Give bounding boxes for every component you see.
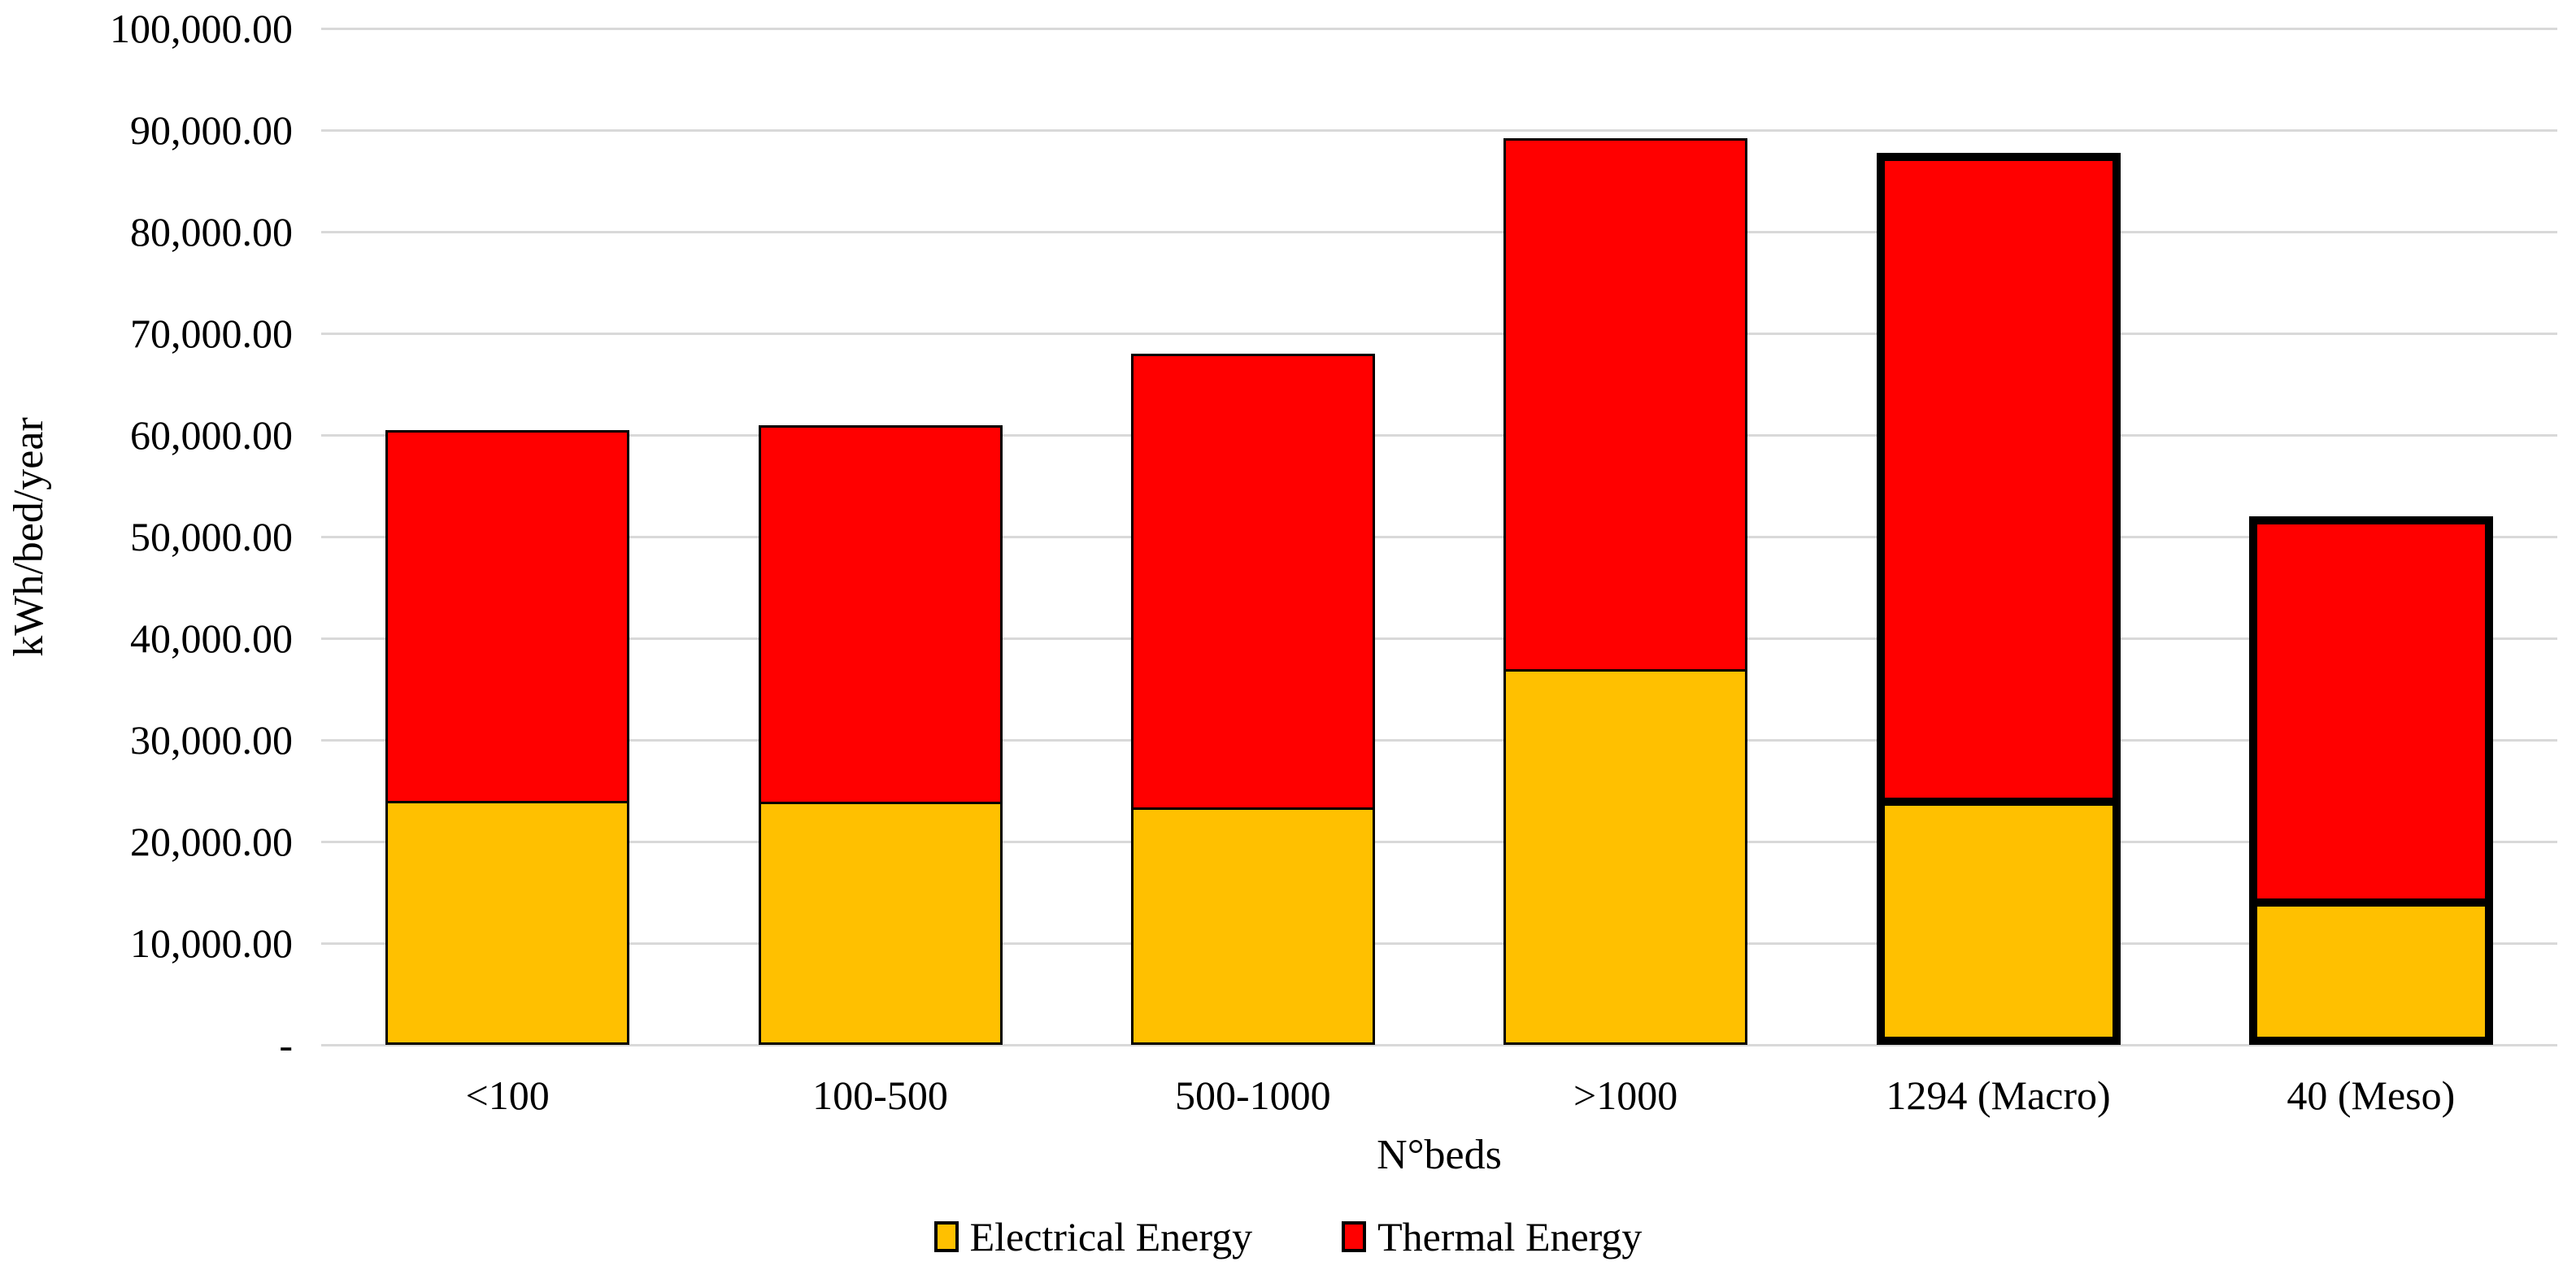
legend-swatch-electrical-energy (933, 1221, 959, 1252)
gridline (321, 536, 2557, 538)
y-axis-tick-label: 50,000.00 (130, 514, 293, 559)
bar-segment-thermal-energy (385, 429, 630, 801)
bar-segment-thermal-energy (2248, 516, 2493, 898)
y-axis-tick-label: 100,000.00 (110, 6, 293, 51)
legend-swatch-thermal-energy (1342, 1221, 1367, 1252)
gridline (321, 129, 2557, 132)
gridline (321, 637, 2557, 640)
y-axis-tick-label: 30,000.00 (130, 717, 293, 763)
bar-segment-thermal-energy (1876, 152, 2121, 798)
gridline (321, 231, 2557, 233)
x-axis-tick-label: <100 (465, 1072, 550, 1118)
x-axis-title: N°beds (1377, 1132, 1502, 1178)
y-axis-tick-label: 80,000.00 (130, 209, 293, 254)
bar-segment-electrical-energy (1876, 798, 2121, 1045)
y-axis-tick-label: 90,000.00 (130, 107, 293, 153)
legend: Electrical Energy Thermal Energy (0, 1213, 2576, 1260)
y-axis-tick-label: 60,000.00 (130, 412, 293, 458)
plot-area (321, 28, 2557, 1046)
bar-segment-thermal-energy (1503, 138, 1748, 669)
bar-segment-electrical-energy (2248, 898, 2493, 1045)
y-axis-tick-label: 70,000.00 (130, 311, 293, 356)
gridline (321, 1044, 2557, 1046)
legend-item-thermal-energy: Thermal Energy (1342, 1213, 1642, 1260)
x-axis-tick-label: 40 (Meso) (2287, 1072, 2456, 1118)
gridline (321, 942, 2557, 945)
legend-label: Thermal Energy (1377, 1214, 1643, 1259)
y-axis-tick-label: 10,000.00 (130, 920, 293, 966)
y-axis-tick-label: - (279, 1022, 293, 1068)
x-axis-tick-label: 100-500 (812, 1072, 948, 1118)
gridline (321, 333, 2557, 335)
legend-item-electrical-energy: Electrical Energy (933, 1213, 1253, 1260)
bar-segment-electrical-energy (758, 802, 1003, 1045)
legend-label: Electrical Energy (969, 1214, 1253, 1259)
gridline (321, 434, 2557, 437)
gridline (321, 841, 2557, 843)
bar-segment-thermal-energy (758, 424, 1003, 803)
x-axis-tick-label: 1294 (Macro) (1886, 1072, 2111, 1118)
bar-segment-electrical-energy (385, 801, 630, 1045)
bar-segment-thermal-energy (1130, 354, 1375, 807)
gridline (321, 739, 2557, 742)
y-axis-tick-label: 40,000.00 (130, 616, 293, 661)
bar-segment-electrical-energy (1503, 668, 1748, 1045)
bar-segment-electrical-energy (1130, 807, 1375, 1045)
gridline (321, 28, 2557, 30)
y-axis-tick-label: 20,000.00 (130, 819, 293, 864)
x-axis-tick-label: 500-1000 (1175, 1072, 1331, 1118)
x-axis-tick-label: >1000 (1573, 1072, 1678, 1118)
